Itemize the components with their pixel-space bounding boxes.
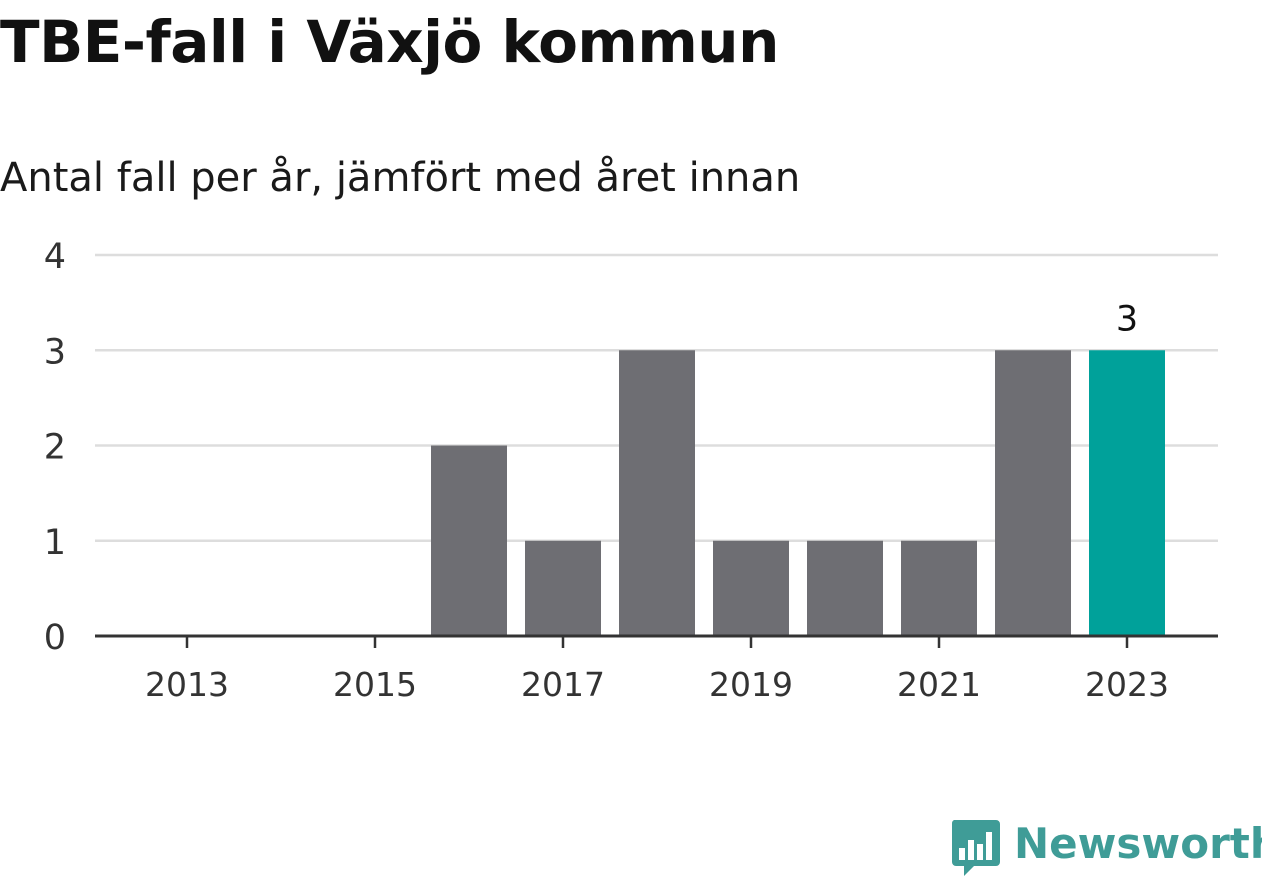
bar-2016 bbox=[431, 445, 507, 636]
bar-2018 bbox=[619, 350, 695, 636]
y-tick-label: 0 bbox=[44, 618, 66, 658]
x-tick-label: 2023 bbox=[1085, 665, 1169, 704]
newsworthy-logo: Newsworthy bbox=[950, 818, 1262, 880]
x-axis bbox=[95, 634, 1218, 648]
x-axis-labels: 2013 2015 2017 2019 2021 2023 bbox=[145, 665, 1169, 704]
data-label: 3 bbox=[1116, 299, 1138, 339]
x-tick-label: 2017 bbox=[521, 665, 605, 704]
bar-2017 bbox=[525, 540, 601, 636]
y-axis-labels: 0 1 2 3 4 bbox=[44, 237, 66, 658]
bar-2021 bbox=[901, 540, 977, 636]
x-tick-label: 2019 bbox=[709, 665, 793, 704]
bar-2022 bbox=[995, 350, 1071, 636]
bar-2019 bbox=[713, 540, 789, 636]
bar-chart: 0 1 2 3 4 2013 2015 2017 2019 2021 2023 3 bbox=[44, 237, 1218, 704]
chart-subtitle: Antal fall per år, jämfört med året inna… bbox=[0, 155, 801, 201]
y-tick-label: 1 bbox=[44, 523, 66, 563]
bar-2023 bbox=[1089, 350, 1165, 636]
y-tick-label: 3 bbox=[44, 332, 66, 372]
bar-2020 bbox=[807, 540, 883, 636]
y-tick-label: 4 bbox=[44, 237, 66, 277]
x-tick-label: 2013 bbox=[145, 665, 229, 704]
data-labels: 3 bbox=[1116, 299, 1138, 339]
x-tick-label: 2015 bbox=[333, 665, 417, 704]
logo-wordmark: Newsworthy bbox=[1014, 819, 1262, 868]
bars bbox=[431, 350, 1165, 636]
chart-title: TBE-fall i Växjö kommun bbox=[0, 8, 779, 76]
x-tick-label: 2021 bbox=[897, 665, 981, 704]
bar-chart-speech-bubble-icon bbox=[951, 820, 1000, 876]
y-tick-label: 2 bbox=[44, 428, 66, 468]
